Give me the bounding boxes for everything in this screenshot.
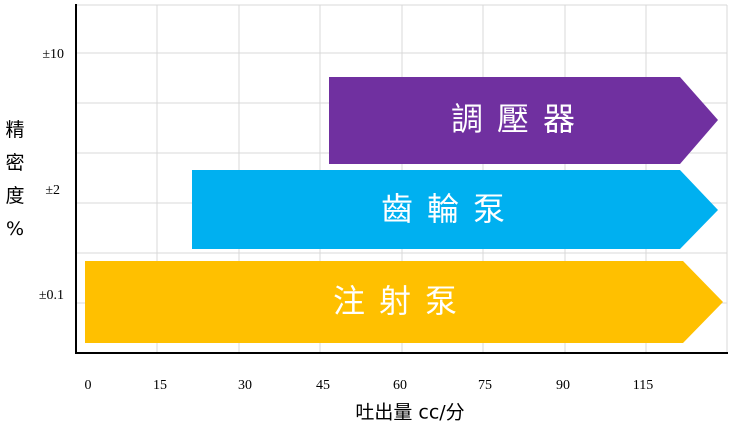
arrow xyxy=(329,77,718,164)
y-label: ±2 xyxy=(45,183,60,198)
x-label: 90 xyxy=(556,378,570,393)
x-label: 0 xyxy=(85,378,92,393)
y-label: ±0.1 xyxy=(39,288,64,303)
x-label: 45 xyxy=(316,378,330,393)
arrow-label: 注射泵 xyxy=(333,282,471,320)
x-label: 30 xyxy=(238,378,252,393)
x-label: 75 xyxy=(478,378,492,393)
y-label: ±10 xyxy=(42,47,64,62)
arrow-label: 齒輪泵 xyxy=(381,190,519,228)
x-label: 115 xyxy=(633,378,653,393)
arrow xyxy=(85,261,723,343)
arrow xyxy=(192,170,718,249)
x-title: 吐出量 cc/分 xyxy=(355,402,464,424)
x-label: 60 xyxy=(393,378,407,393)
y-title: 精密度% xyxy=(5,119,24,240)
arrow-label: 調壓器 xyxy=(451,100,589,138)
x-label: 15 xyxy=(153,378,167,393)
